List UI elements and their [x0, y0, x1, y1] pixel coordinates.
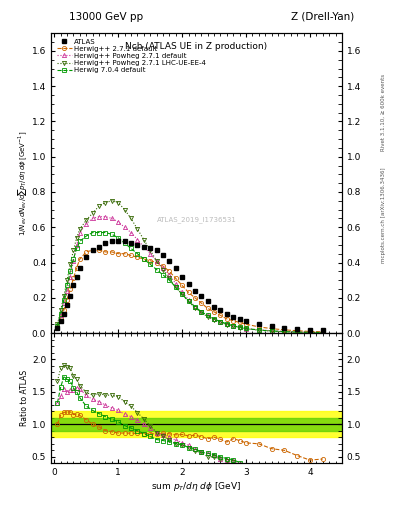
- Text: Rivet 3.1.10, ≥ 600k events: Rivet 3.1.10, ≥ 600k events: [381, 74, 386, 151]
- Text: Nch (ATLAS UE in Z production): Nch (ATLAS UE in Z production): [125, 42, 268, 51]
- Y-axis label: Ratio to ATLAS: Ratio to ATLAS: [20, 370, 29, 426]
- X-axis label: sum $p_T/d\eta\;d\phi$ [GeV]: sum $p_T/d\eta\;d\phi$ [GeV]: [151, 480, 242, 493]
- Text: mcplots.cern.ch [arXiv:1306.3436]: mcplots.cern.ch [arXiv:1306.3436]: [381, 167, 386, 263]
- Y-axis label: $1/N_{ev}\,dN_{ev}/d\!\sum\!p_T/d\eta\,d\phi\,[\mathrm{GeV}^{-1}]$: $1/N_{ev}\,dN_{ev}/d\!\sum\!p_T/d\eta\,d…: [16, 131, 29, 236]
- Legend: ATLAS, Herwig++ 2.7.1 default, Herwig++ Powheg 2.7.1 default, Herwig++ Powheg 2.: ATLAS, Herwig++ 2.7.1 default, Herwig++ …: [55, 37, 208, 75]
- Text: ATLAS_2019_I1736531: ATLAS_2019_I1736531: [156, 216, 237, 223]
- Text: 13000 GeV pp: 13000 GeV pp: [69, 11, 143, 22]
- Text: Z (Drell-Yan): Z (Drell-Yan): [291, 11, 354, 22]
